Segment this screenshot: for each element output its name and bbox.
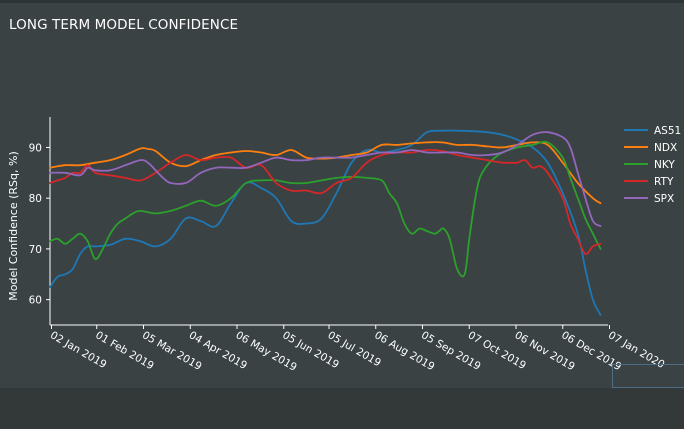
series-line-ndx[interactable]: [49, 141, 602, 205]
y-axis-title: Model Confidence (RSq, %): [7, 151, 20, 301]
legend-label-rty[interactable]: RTY: [654, 176, 674, 188]
y-tick-label: 60: [29, 295, 42, 307]
chart-title: LONG TERM MODEL CONFIDENCE: [9, 17, 239, 33]
legend-label-nky[interactable]: NKY: [654, 159, 675, 171]
series-line-as51[interactable]: [49, 129, 602, 316]
legend-label-as51[interactable]: AS51: [654, 125, 681, 137]
header-strip: [0, 0, 684, 3]
series-line-spx[interactable]: [49, 131, 602, 227]
y-tick-label: 80: [29, 193, 42, 205]
legend-label-ndx[interactable]: NDX: [654, 142, 677, 154]
series-line-rty[interactable]: [49, 149, 602, 255]
y-tick-label: 70: [29, 244, 42, 256]
y-tick-label: 90: [29, 142, 42, 154]
footer-strip: [0, 388, 684, 429]
legend-label-spx[interactable]: SPX: [654, 193, 674, 205]
range-selector[interactable]: [612, 364, 684, 388]
